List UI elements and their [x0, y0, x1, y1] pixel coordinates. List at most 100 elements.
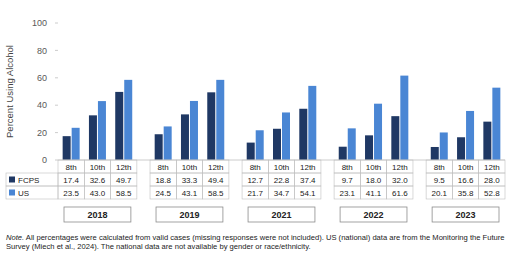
table-value: 32.0 — [392, 176, 408, 185]
table-cell — [479, 173, 505, 186]
table-value: 18.0 — [366, 176, 382, 185]
table-cell — [360, 173, 386, 186]
group-label: 2023 — [456, 210, 476, 220]
bar — [348, 128, 356, 160]
group-box — [432, 207, 499, 222]
y-tick-label: 40 — [37, 100, 47, 110]
bar — [216, 80, 224, 160]
y-tick — [55, 50, 58, 51]
category-label: 12th — [484, 163, 500, 172]
legend-label: US — [18, 189, 29, 198]
table-cell — [111, 186, 137, 199]
y-tick-label: 80 — [37, 46, 47, 56]
category-label: 8th — [342, 163, 353, 172]
y-tick — [55, 77, 58, 78]
table-cell — [176, 173, 202, 186]
table-cell — [6, 173, 58, 186]
table-value: 20.1 — [431, 189, 447, 198]
table-value: 28.0 — [484, 176, 500, 185]
table-value: 35.8 — [458, 189, 474, 198]
note-label: Note. — [6, 233, 24, 242]
group-label: 2018 — [87, 210, 107, 220]
category-label: 8th — [158, 163, 169, 172]
bar — [431, 147, 439, 160]
table-value: 22.8 — [274, 176, 290, 185]
legend-label: FCPS — [18, 176, 39, 185]
table-value: 58.5 — [116, 189, 132, 198]
table-cell — [84, 186, 110, 199]
table-cell — [426, 173, 452, 186]
table-cell — [111, 173, 137, 186]
table-value: 43.0 — [90, 189, 106, 198]
category-label: 8th — [250, 163, 261, 172]
category-label: 12th — [392, 163, 408, 172]
table-value: 23.1 — [339, 189, 355, 198]
table-value: 41.1 — [366, 189, 382, 198]
bar — [247, 143, 255, 160]
y-tick-label: 0 — [42, 155, 47, 165]
bar — [207, 92, 215, 160]
bars — [63, 76, 501, 160]
legend-swatch — [9, 190, 15, 196]
table-cell — [242, 173, 268, 186]
table-value: 58.5 — [208, 189, 224, 198]
y-tick — [55, 105, 58, 106]
bar — [115, 92, 123, 160]
group-box — [248, 207, 315, 222]
group-box — [340, 207, 407, 222]
bar — [457, 137, 465, 160]
table-cell — [452, 186, 478, 199]
bar — [89, 115, 97, 160]
table-cell — [295, 160, 321, 173]
table-cell — [295, 173, 321, 186]
bar — [339, 147, 347, 160]
bar — [190, 101, 198, 160]
category-label: 12th — [116, 163, 132, 172]
table-cell — [387, 186, 413, 199]
table-cell — [58, 173, 84, 186]
table-cell — [58, 186, 84, 199]
table-cell — [268, 186, 294, 199]
table-value: 54.1 — [300, 189, 316, 198]
table-cell — [268, 173, 294, 186]
bar — [299, 109, 307, 160]
bar — [282, 112, 290, 160]
bar — [391, 116, 399, 160]
table-cell — [203, 160, 229, 173]
table-value: 32.6 — [90, 176, 106, 185]
table-value: 43.1 — [182, 189, 198, 198]
table-cell — [58, 160, 84, 173]
y-tick-label: 60 — [37, 73, 47, 83]
y-tick — [55, 23, 58, 24]
table-cell — [176, 160, 202, 173]
bar — [400, 76, 408, 160]
bar — [483, 122, 491, 160]
table-cell — [334, 173, 360, 186]
bar — [164, 126, 172, 160]
table-value: 49.7 — [116, 176, 132, 185]
table-cell — [452, 173, 478, 186]
group-label: 2022 — [364, 210, 384, 220]
bar — [63, 136, 71, 160]
bar — [492, 88, 500, 160]
table-value: 61.6 — [392, 189, 408, 198]
group-box — [156, 207, 223, 222]
table-cell — [242, 160, 268, 173]
table-value: 34.7 — [274, 189, 290, 198]
group-label: 2021 — [271, 210, 291, 220]
table-value: 24.5 — [155, 189, 171, 198]
bar — [308, 86, 316, 160]
table-cell — [295, 186, 321, 199]
bar — [181, 114, 189, 160]
bar — [365, 135, 373, 160]
table-cell — [268, 160, 294, 173]
table-cell — [387, 160, 413, 173]
note: Note. All percentages were calculated fr… — [6, 233, 506, 252]
table-cell — [360, 160, 386, 173]
table-value: 52.8 — [484, 189, 500, 198]
table-cell — [452, 160, 478, 173]
y-axis-label: Percent Using Alcohol — [4, 45, 15, 138]
category-label: 8th — [434, 163, 445, 172]
legend-swatch — [9, 177, 15, 183]
table-cell — [111, 160, 137, 173]
